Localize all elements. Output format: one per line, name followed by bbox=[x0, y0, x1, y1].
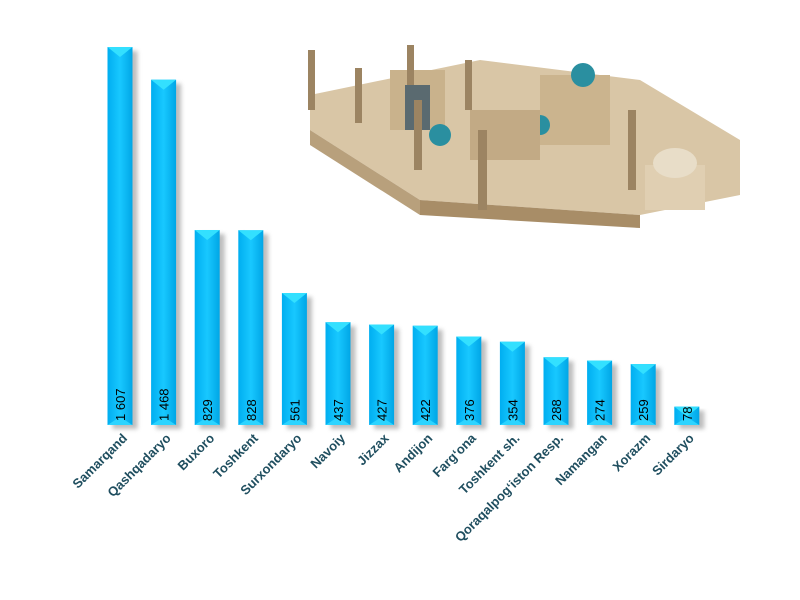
category-label: Andijon bbox=[390, 430, 435, 475]
bar bbox=[543, 357, 569, 425]
bar bbox=[412, 325, 438, 425]
bar-base bbox=[630, 417, 656, 425]
bar-cap bbox=[151, 79, 177, 90]
bar-cap bbox=[587, 360, 613, 371]
bar-base bbox=[369, 417, 395, 425]
bar-base bbox=[587, 417, 613, 425]
bar bbox=[369, 324, 395, 425]
bar-base bbox=[325, 417, 351, 425]
value-label: 1 607 bbox=[113, 388, 128, 421]
value-label: 829 bbox=[200, 399, 215, 421]
bar-base bbox=[674, 417, 700, 425]
bar-base bbox=[194, 417, 220, 425]
value-label: 78 bbox=[680, 407, 695, 421]
value-label: 437 bbox=[331, 399, 346, 421]
value-label: 561 bbox=[287, 399, 302, 421]
bar-cap bbox=[107, 47, 133, 57]
value-label: 1 468 bbox=[157, 388, 172, 421]
bar-cap bbox=[499, 341, 525, 352]
bar-base bbox=[107, 417, 133, 425]
bar bbox=[281, 293, 307, 425]
bar-cap bbox=[630, 364, 656, 375]
category-label: Navoiy bbox=[307, 430, 348, 471]
category-label: Xorazm bbox=[610, 431, 654, 475]
bar-cap bbox=[456, 336, 482, 347]
value-label: 274 bbox=[593, 399, 608, 421]
value-label: 376 bbox=[462, 399, 477, 421]
bar-cap bbox=[543, 357, 569, 368]
bar-cap bbox=[674, 406, 700, 417]
bar-base bbox=[238, 417, 264, 425]
bar-base bbox=[412, 417, 438, 425]
value-label: 259 bbox=[636, 399, 651, 421]
category-label: Buxoro bbox=[175, 430, 218, 473]
value-label: 427 bbox=[375, 399, 390, 421]
bar-base bbox=[151, 417, 177, 425]
bar bbox=[238, 230, 264, 425]
value-label: 422 bbox=[418, 399, 433, 421]
bar bbox=[630, 364, 656, 425]
bar bbox=[587, 360, 613, 425]
bar-base bbox=[456, 417, 482, 425]
bar bbox=[456, 336, 482, 425]
bar-cap bbox=[281, 293, 307, 304]
category-label: Sirdaryo bbox=[649, 430, 697, 478]
bar-cap bbox=[238, 230, 264, 241]
bar-base bbox=[499, 417, 525, 425]
bar bbox=[325, 322, 351, 425]
bar-cap bbox=[194, 230, 220, 241]
bar bbox=[107, 47, 133, 425]
bar-cap bbox=[325, 322, 351, 333]
bar-cap bbox=[412, 325, 438, 336]
value-label: 354 bbox=[505, 399, 520, 421]
bar bbox=[194, 230, 220, 425]
value-label: 828 bbox=[244, 399, 259, 421]
bar-base bbox=[543, 417, 569, 425]
bar bbox=[151, 79, 177, 425]
bar-cap bbox=[369, 324, 395, 335]
category-label: Jizzax bbox=[354, 430, 392, 468]
monuments-illustration bbox=[308, 45, 740, 228]
bar bbox=[499, 341, 525, 425]
value-label: 288 bbox=[549, 399, 564, 421]
bar-base bbox=[281, 417, 307, 425]
